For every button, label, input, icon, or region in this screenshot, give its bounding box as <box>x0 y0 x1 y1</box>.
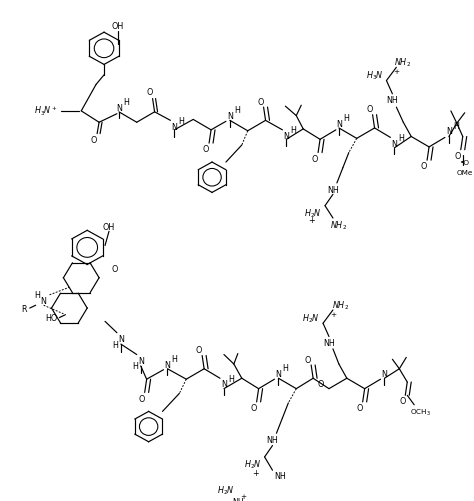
Text: N: N <box>41 297 46 306</box>
Text: $H_3N^+$: $H_3N^+$ <box>34 104 57 117</box>
Text: OMe: OMe <box>456 169 473 175</box>
Text: H: H <box>343 114 349 123</box>
Text: N: N <box>118 334 124 343</box>
Text: H: H <box>453 121 459 130</box>
Text: NH: NH <box>274 471 286 480</box>
Text: •O: •O <box>460 160 470 166</box>
Text: H: H <box>132 362 138 371</box>
Text: OH: OH <box>103 222 115 231</box>
Text: O: O <box>138 394 145 403</box>
Text: O: O <box>196 346 202 355</box>
Text: N: N <box>227 112 233 121</box>
Text: N: N <box>164 360 170 369</box>
Text: H: H <box>234 106 240 115</box>
Text: O: O <box>399 397 405 406</box>
Text: N: N <box>116 103 122 112</box>
Text: H: H <box>178 117 184 126</box>
Text: H: H <box>112 340 118 349</box>
Text: N: N <box>221 380 227 389</box>
Text: H: H <box>291 126 296 135</box>
Text: NH: NH <box>266 435 278 444</box>
Text: OH: OH <box>112 22 124 31</box>
Text: $H_2N$: $H_2N$ <box>244 457 262 470</box>
Text: +: + <box>308 216 314 225</box>
Text: $NH_2$: $NH_2$ <box>330 219 347 231</box>
Text: +: + <box>393 69 400 75</box>
Text: $NH_2$: $NH_2$ <box>394 56 411 69</box>
Text: N: N <box>446 127 452 136</box>
Text: O: O <box>318 380 324 389</box>
Text: N: N <box>336 119 342 128</box>
Text: H: H <box>283 364 288 373</box>
Text: $H_2N$: $H_2N$ <box>217 484 235 496</box>
Text: O: O <box>312 154 319 163</box>
Text: $H_2N$: $H_2N$ <box>302 312 320 324</box>
Text: R: R <box>21 304 27 313</box>
Text: H: H <box>398 134 404 143</box>
Text: +: + <box>252 467 259 476</box>
Text: H: H <box>123 98 129 107</box>
Text: HO: HO <box>46 314 58 323</box>
Text: NH: NH <box>327 186 339 195</box>
Text: H: H <box>35 291 41 300</box>
Text: N: N <box>382 369 387 378</box>
Text: NH: NH <box>323 338 335 347</box>
Text: H: H <box>228 374 234 383</box>
Text: O: O <box>250 403 257 412</box>
Text: O: O <box>421 162 427 171</box>
Text: $NH_2$: $NH_2$ <box>332 299 349 311</box>
Text: $H_2N$: $H_2N$ <box>304 206 322 219</box>
Text: O: O <box>146 88 153 97</box>
Text: O: O <box>203 145 210 154</box>
Text: N: N <box>283 132 289 141</box>
Text: N: N <box>392 139 397 148</box>
Text: O: O <box>91 136 97 144</box>
Text: +: + <box>241 493 247 499</box>
Text: NH: NH <box>232 497 244 501</box>
Text: H: H <box>172 354 177 363</box>
Text: O: O <box>112 264 118 273</box>
Text: N: N <box>138 356 144 365</box>
Text: O: O <box>305 355 311 364</box>
Text: O: O <box>455 152 461 161</box>
Text: N: N <box>172 122 177 131</box>
Text: $H_3N$: $H_3N$ <box>366 70 383 82</box>
Text: +: + <box>330 311 336 317</box>
Text: N: N <box>275 369 282 378</box>
Text: O: O <box>366 105 373 114</box>
Text: O: O <box>356 403 363 412</box>
Text: NH: NH <box>386 96 398 105</box>
Text: OCH$_3$: OCH$_3$ <box>410 406 431 417</box>
Text: O: O <box>257 98 264 107</box>
